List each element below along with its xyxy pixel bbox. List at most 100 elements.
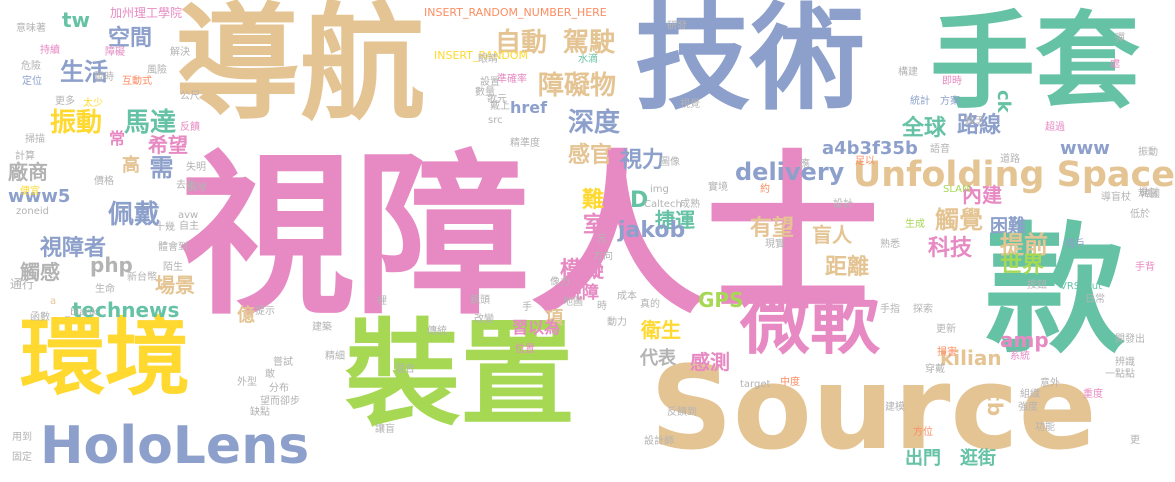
word: 去年	[176, 180, 196, 191]
word: 更多	[55, 96, 75, 107]
word: 中度	[780, 377, 800, 388]
word: 地圖	[563, 297, 583, 308]
word: 時	[597, 301, 607, 312]
word: 精準度	[510, 138, 540, 149]
word: 自主	[179, 221, 199, 232]
word: 逛街	[960, 448, 996, 469]
word: 處	[1110, 59, 1120, 70]
word: 改變	[474, 314, 494, 325]
word: 成熟	[680, 199, 700, 210]
word: 難	[582, 188, 605, 213]
word: 場景	[155, 273, 195, 297]
word: 敢	[265, 369, 275, 380]
word: 全球	[902, 116, 947, 141]
word: 穿戴	[925, 364, 945, 375]
word: 應	[800, 159, 810, 170]
word: 日常	[1085, 294, 1105, 305]
word: 即時	[942, 76, 962, 87]
word: 馬達	[124, 108, 177, 138]
word: 統計	[910, 96, 930, 107]
word: 超過	[1045, 122, 1065, 133]
word: 鏡頭	[470, 295, 490, 306]
word: 眼睛	[478, 54, 498, 65]
word: 彈	[1115, 33, 1125, 44]
word: 傳統	[427, 326, 447, 337]
word: 科技	[928, 236, 973, 261]
word: 陌生	[163, 262, 183, 273]
word: 函數	[30, 312, 50, 323]
word: 距離	[825, 255, 870, 280]
word: 振動	[1138, 147, 1158, 158]
word: Source	[650, 342, 1097, 476]
word: HoloLens	[40, 416, 310, 476]
word: www	[1060, 138, 1110, 159]
word: 衛生	[641, 318, 681, 342]
word: 外型	[237, 377, 257, 388]
word: 固定	[12, 452, 32, 463]
word: D	[630, 188, 649, 213]
word: 數量	[475, 87, 495, 98]
word: avw	[178, 210, 199, 221]
word: delivery	[735, 158, 845, 186]
word: 太少	[83, 98, 103, 109]
word: 價格	[94, 176, 114, 187]
word: 方案	[940, 96, 960, 107]
word: 視障	[565, 283, 599, 303]
word: 環境	[20, 309, 191, 408]
word: 構建	[898, 67, 918, 78]
word: 視障人士	[180, 136, 880, 339]
word: 世界	[1000, 253, 1045, 278]
word: amp	[1000, 328, 1049, 352]
word: src	[488, 115, 503, 126]
word: 系統	[1010, 351, 1030, 362]
word: Unfolding Space	[852, 155, 1175, 195]
word: 位置	[515, 344, 535, 355]
word: 精細	[325, 351, 345, 362]
word: 觸感	[20, 260, 60, 284]
word: 億	[234, 305, 255, 323]
word: 微軟	[740, 282, 880, 364]
word: 危險	[21, 61, 41, 72]
word: 新台幣	[127, 272, 157, 283]
word: 反饋到	[667, 407, 697, 418]
word: href	[510, 98, 548, 117]
word: 像力	[550, 277, 570, 288]
word: 手	[522, 302, 532, 313]
word: 模擬	[560, 258, 605, 283]
word: 生命	[95, 284, 115, 295]
word: 提前	[1000, 231, 1048, 259]
word: 研發	[667, 21, 687, 32]
word: 款	[985, 210, 1126, 373]
word: 設置	[480, 77, 500, 88]
word: 望而卻步	[260, 396, 300, 407]
word: 暫時	[94, 72, 114, 83]
word: 手套	[930, 1, 1141, 123]
word: 便宜	[20, 186, 40, 197]
word: 缺乏	[965, 116, 985, 127]
word: 缺點	[250, 407, 270, 418]
word: 路線	[957, 113, 1002, 138]
word: www5	[8, 186, 71, 207]
word: 現實	[765, 239, 785, 250]
word: 視覺	[680, 99, 700, 110]
word: 生活	[60, 58, 108, 86]
word: 盲人	[812, 223, 852, 247]
word: 用到	[12, 432, 32, 443]
word: technews	[72, 298, 180, 322]
word: target	[740, 379, 771, 390]
word: 鋼琴	[187, 183, 207, 194]
word: 讓盲	[375, 424, 395, 435]
word: 意外	[1040, 378, 1060, 389]
word: 定位	[22, 76, 42, 87]
word: 建模	[885, 402, 905, 413]
word: 重度	[1083, 389, 1103, 400]
word: 計算	[15, 151, 35, 162]
word: 足以	[855, 156, 875, 167]
word: 真的	[640, 299, 660, 310]
word: 規劃	[1138, 188, 1158, 199]
word: 混合	[395, 364, 415, 375]
word: 失明	[186, 162, 206, 173]
word: 一點點	[1105, 369, 1135, 380]
word: GPS	[698, 288, 744, 312]
word: 深度	[568, 108, 621, 138]
